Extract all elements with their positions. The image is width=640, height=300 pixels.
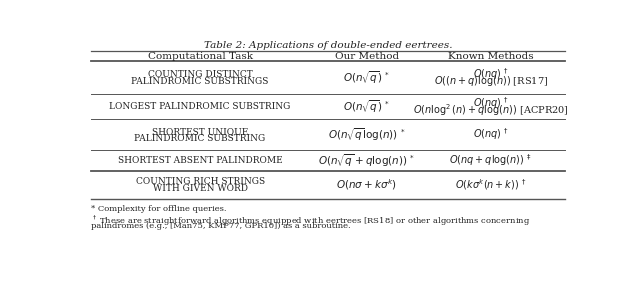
Text: $O(nq)\,^\dagger$: $O(nq)\,^\dagger$ (473, 127, 509, 142)
Text: palindromes (e.g., [Man75, KMP77, GPR10]) as a subroutine.: palindromes (e.g., [Man75, KMP77, GPR10]… (91, 222, 351, 230)
Text: Known Methods: Known Methods (448, 52, 534, 61)
Text: $O(n\log^2(n)+q\log(n))$ [ACPR20]: $O(n\log^2(n)+q\log(n))$ [ACPR20] (413, 102, 569, 118)
Text: $O(n\sqrt{q}\log(n))\,^*$: $O(n\sqrt{q}\log(n))\,^*$ (328, 126, 406, 143)
Text: $O(n\sqrt{q}+q\log(n))\,^*$: $O(n\sqrt{q}+q\log(n))\,^*$ (318, 152, 415, 169)
Text: $O(nq+q\log(n))\,^\ddagger$: $O(nq+q\log(n))\,^\ddagger$ (449, 152, 532, 168)
Text: $^\dagger$ These are straightforward algorithms equipped with eertrees [RS18] or: $^\dagger$ These are straightforward alg… (91, 214, 530, 228)
Text: LONGEST PALINDROMIC SUBSTRING: LONGEST PALINDROMIC SUBSTRING (109, 102, 291, 111)
Text: $O(nq)\,^\dagger$: $O(nq)\,^\dagger$ (473, 95, 509, 110)
Text: $O(k\sigma^k(n+k))\,^\dagger$: $O(k\sigma^k(n+k))\,^\dagger$ (455, 178, 527, 192)
Text: $O(n\sigma+k\sigma^k)$: $O(n\sigma+k\sigma^k)$ (337, 178, 397, 192)
Text: Our Method: Our Method (335, 52, 399, 61)
Text: COUNTING DISTINCT: COUNTING DISTINCT (148, 70, 253, 79)
Text: $O((n+q)\log(n))$ [RS17]: $O((n+q)\log(n))$ [RS17] (434, 74, 548, 88)
Text: $O(nq)\,^\dagger$: $O(nq)\,^\dagger$ (473, 66, 509, 82)
Text: $O(n\sqrt{q})\,^*$: $O(n\sqrt{q})\,^*$ (343, 69, 390, 86)
Text: * Complexity for offline queries.: * Complexity for offline queries. (91, 206, 227, 213)
Text: $O(n\sqrt{q})\,^*$: $O(n\sqrt{q})\,^*$ (343, 98, 390, 115)
Text: WITH GIVEN WORD: WITH GIVEN WORD (152, 184, 248, 193)
Text: SHORTEST UNIQUE: SHORTEST UNIQUE (152, 127, 248, 136)
Text: Table 2: Applications of double-ended eertrees.: Table 2: Applications of double-ended ee… (204, 41, 452, 50)
Text: Computational Task: Computational Task (148, 52, 253, 61)
Text: PALINDROMIC SUBSTRING: PALINDROMIC SUBSTRING (134, 134, 266, 142)
Text: COUNTING RICH STRINGS: COUNTING RICH STRINGS (136, 177, 265, 186)
Text: PALINDROMIC SUBSTRINGS: PALINDROMIC SUBSTRINGS (131, 76, 269, 85)
Text: SHORTEST ABSENT PALINDROME: SHORTEST ABSENT PALINDROME (118, 156, 282, 165)
